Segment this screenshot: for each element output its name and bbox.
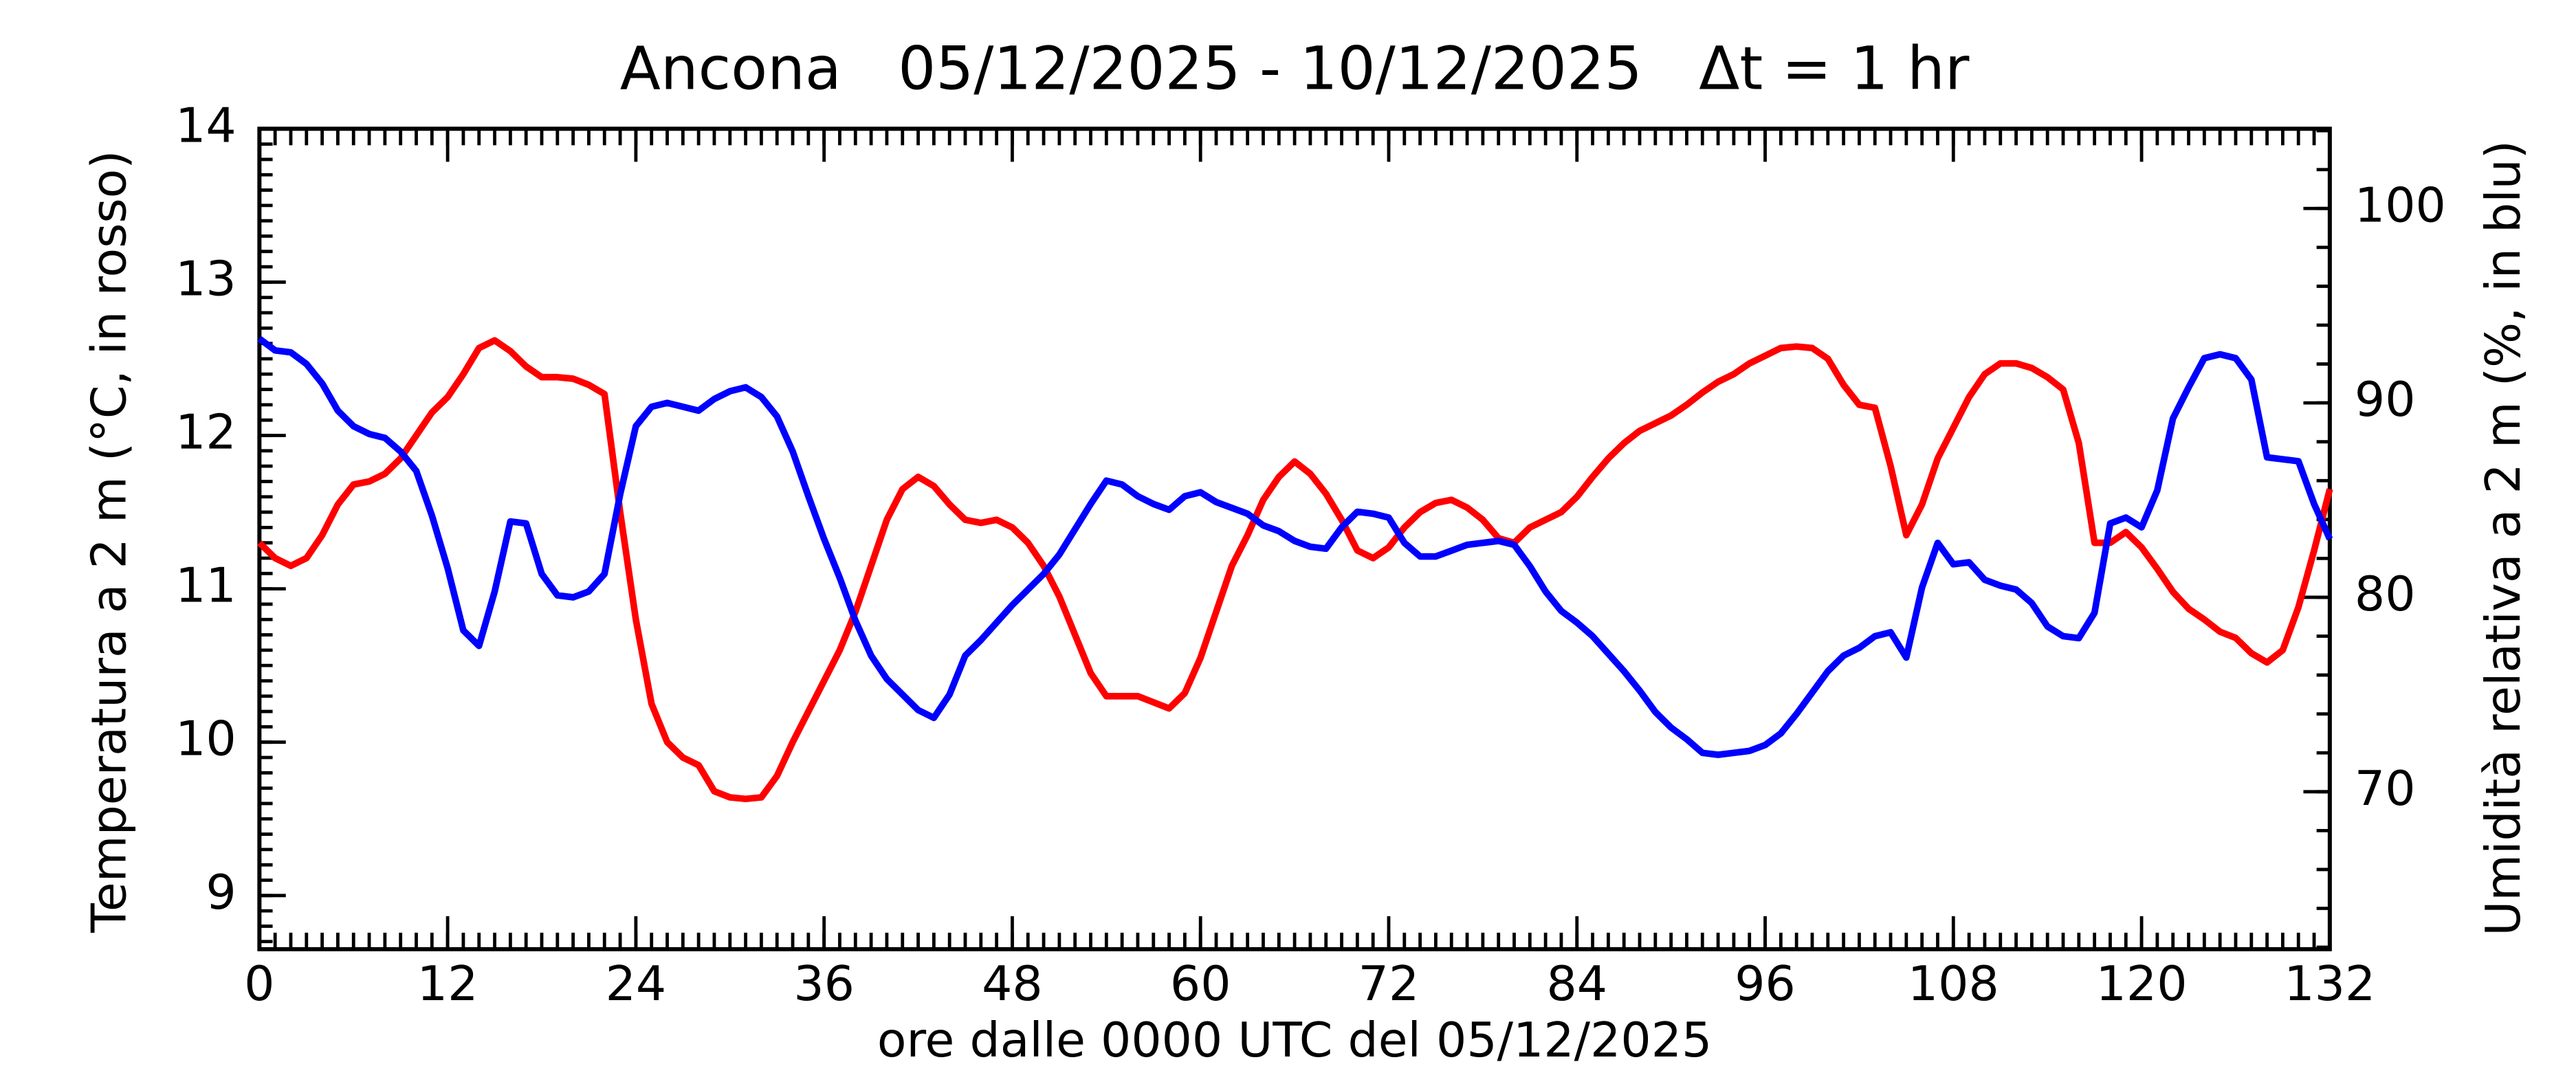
- x-tick-label: 120: [2096, 956, 2188, 1012]
- x-tick-label: 12: [417, 956, 478, 1012]
- y-tick-label: 12: [175, 405, 236, 461]
- data-line: [256, 337, 2333, 803]
- x-tick-label: 48: [982, 956, 1043, 1012]
- y2-tick-label: 80: [2355, 566, 2416, 622]
- y-tick-label: 13: [175, 251, 236, 307]
- y-tick-label: 9: [206, 865, 236, 920]
- x-tick-label: 108: [1908, 956, 1999, 1012]
- x-tick-label: 96: [1735, 956, 1796, 1012]
- y2-tick-label: 70: [2355, 761, 2416, 817]
- chart-title: Ancona 05/12/2025 - 10/12/2025 Δt = 1 hr: [620, 35, 1970, 104]
- x-tick-label: 84: [1546, 956, 1607, 1012]
- y2-tick-label: 90: [2355, 372, 2416, 428]
- x-tick-label: 132: [2284, 956, 2375, 1012]
- x-tick-label: 72: [1358, 956, 1420, 1012]
- x-tick-label: 36: [793, 956, 855, 1012]
- x-axis-label: ore dalle 0000 UTC del 05/12/2025: [877, 1013, 1712, 1068]
- y2-tick-label: 100: [2355, 177, 2446, 233]
- x-tick-label: 24: [606, 956, 667, 1012]
- y-axis-label: Temperatura a 2 m (°C, in rosso): [82, 151, 137, 933]
- y-tick-label: 10: [175, 711, 236, 767]
- y-tick-label: 11: [175, 558, 236, 614]
- y-tick-label: 14: [175, 98, 236, 153]
- x-tick-label: 0: [244, 956, 274, 1012]
- x-tick-label: 60: [1170, 956, 1231, 1012]
- y2-axis-label: Umidità relativa a 2 m (%, in blu): [2476, 140, 2531, 936]
- data-line: [257, 335, 2333, 758]
